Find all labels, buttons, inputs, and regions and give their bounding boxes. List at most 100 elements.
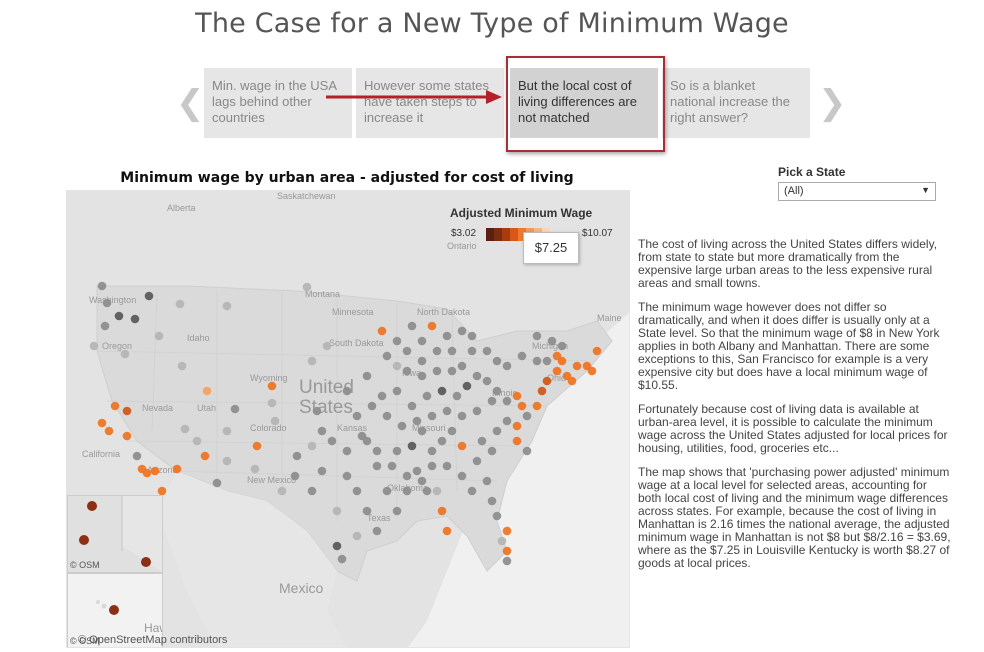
city-dot[interactable] (422, 486, 432, 496)
city-dot[interactable] (542, 356, 552, 366)
city-dot-honolulu[interactable] (109, 605, 119, 615)
city-dot[interactable] (327, 436, 337, 446)
city-dot[interactable] (402, 366, 412, 376)
city-dot[interactable] (357, 431, 367, 441)
city-dot[interactable] (567, 376, 577, 386)
city-dot[interactable] (492, 386, 502, 396)
city-dot-ak-3[interactable] (141, 557, 151, 567)
city-dot[interactable] (402, 486, 412, 496)
city-dot[interactable] (252, 441, 262, 451)
city-dot[interactable] (477, 436, 487, 446)
city-dot[interactable] (432, 486, 442, 496)
city-dot[interactable] (492, 511, 502, 521)
city-dot[interactable] (270, 416, 280, 426)
city-dot[interactable] (497, 536, 507, 546)
city-dot[interactable] (532, 401, 542, 411)
city-dot[interactable] (352, 411, 362, 421)
city-dot[interactable] (392, 386, 402, 396)
city-dot[interactable] (267, 398, 277, 408)
city-dot[interactable] (317, 466, 327, 476)
city-dot[interactable] (397, 421, 407, 431)
city-dot[interactable] (362, 371, 372, 381)
city-dot[interactable] (447, 366, 457, 376)
city-dot[interactable] (382, 351, 392, 361)
city-dot[interactable] (200, 451, 210, 461)
city-dot[interactable] (144, 291, 154, 301)
city-dot[interactable] (512, 436, 522, 446)
city-dot[interactable] (492, 426, 502, 436)
city-dot[interactable] (352, 486, 362, 496)
city-dot[interactable] (447, 346, 457, 356)
city-dot[interactable] (492, 356, 502, 366)
city-dot[interactable] (442, 461, 452, 471)
city-dot[interactable] (132, 451, 142, 461)
city-dot-anchorage[interactable] (87, 501, 97, 511)
city-dot[interactable] (422, 391, 432, 401)
city-dot[interactable] (452, 391, 462, 401)
city-dot[interactable] (592, 346, 602, 356)
city-dot[interactable] (222, 456, 232, 466)
city-dot[interactable] (457, 441, 467, 451)
city-dot[interactable] (472, 371, 482, 381)
city-dot[interactable] (587, 366, 597, 376)
city-dot[interactable] (427, 446, 437, 456)
city-dot[interactable] (212, 478, 222, 488)
city-dot[interactable] (337, 554, 347, 564)
city-dot[interactable] (502, 556, 512, 566)
city-dot[interactable] (407, 401, 417, 411)
city-dot[interactable] (417, 426, 427, 436)
city-dot[interactable] (502, 416, 512, 426)
city-dot[interactable] (502, 396, 512, 406)
city-dot[interactable] (392, 336, 402, 346)
city-dot[interactable] (547, 336, 557, 346)
city-dot[interactable] (290, 471, 300, 481)
city-dot[interactable] (457, 361, 467, 371)
city-dot[interactable] (110, 401, 120, 411)
city-dot[interactable] (382, 486, 392, 496)
city-dot[interactable] (407, 441, 417, 451)
city-dot[interactable] (387, 461, 397, 471)
city-dot[interactable] (417, 336, 427, 346)
story-point-3-active[interactable]: But the local cost of living differences… (510, 68, 658, 138)
city-dot[interactable] (222, 426, 232, 436)
city-dot[interactable] (332, 541, 342, 551)
story-next-arrow[interactable]: ❯ (818, 83, 847, 123)
city-dot[interactable] (447, 426, 457, 436)
city-dot[interactable] (417, 356, 427, 366)
city-dot[interactable] (175, 299, 185, 309)
city-dot[interactable] (342, 446, 352, 456)
city-dot[interactable] (442, 526, 452, 536)
city-dot[interactable] (472, 456, 482, 466)
city-dot[interactable] (407, 321, 417, 331)
city-dot[interactable] (142, 468, 152, 478)
city-dot[interactable] (392, 506, 402, 516)
city-dot[interactable] (322, 341, 332, 351)
city-dot[interactable] (114, 311, 124, 321)
city-dot[interactable] (230, 404, 240, 414)
city-dot[interactable] (487, 396, 497, 406)
city-dot[interactable] (120, 349, 130, 359)
city-dot[interactable] (130, 314, 140, 324)
city-dot[interactable] (277, 486, 287, 496)
city-dot[interactable] (307, 356, 317, 366)
city-dot[interactable] (467, 346, 477, 356)
city-dot[interactable] (432, 346, 442, 356)
city-dot[interactable] (372, 446, 382, 456)
city-dot[interactable] (487, 446, 497, 456)
city-dot[interactable] (437, 506, 447, 516)
city-dot[interactable] (442, 331, 452, 341)
city-dot[interactable] (457, 471, 467, 481)
city-dot[interactable] (552, 351, 562, 361)
city-dot-juneau[interactable] (79, 535, 89, 545)
city-dot[interactable] (517, 351, 527, 361)
alaska-inset[interactable]: © OSM (67, 495, 163, 573)
city-dot[interactable] (292, 451, 302, 461)
city-dot[interactable] (202, 386, 212, 396)
city-dot[interactable] (102, 298, 112, 308)
city-dot[interactable] (392, 361, 402, 371)
city-dot[interactable] (192, 436, 202, 446)
city-dot[interactable] (317, 426, 327, 436)
city-dot[interactable] (100, 321, 110, 331)
city-dot[interactable] (457, 411, 467, 421)
city-dot[interactable] (552, 366, 562, 376)
